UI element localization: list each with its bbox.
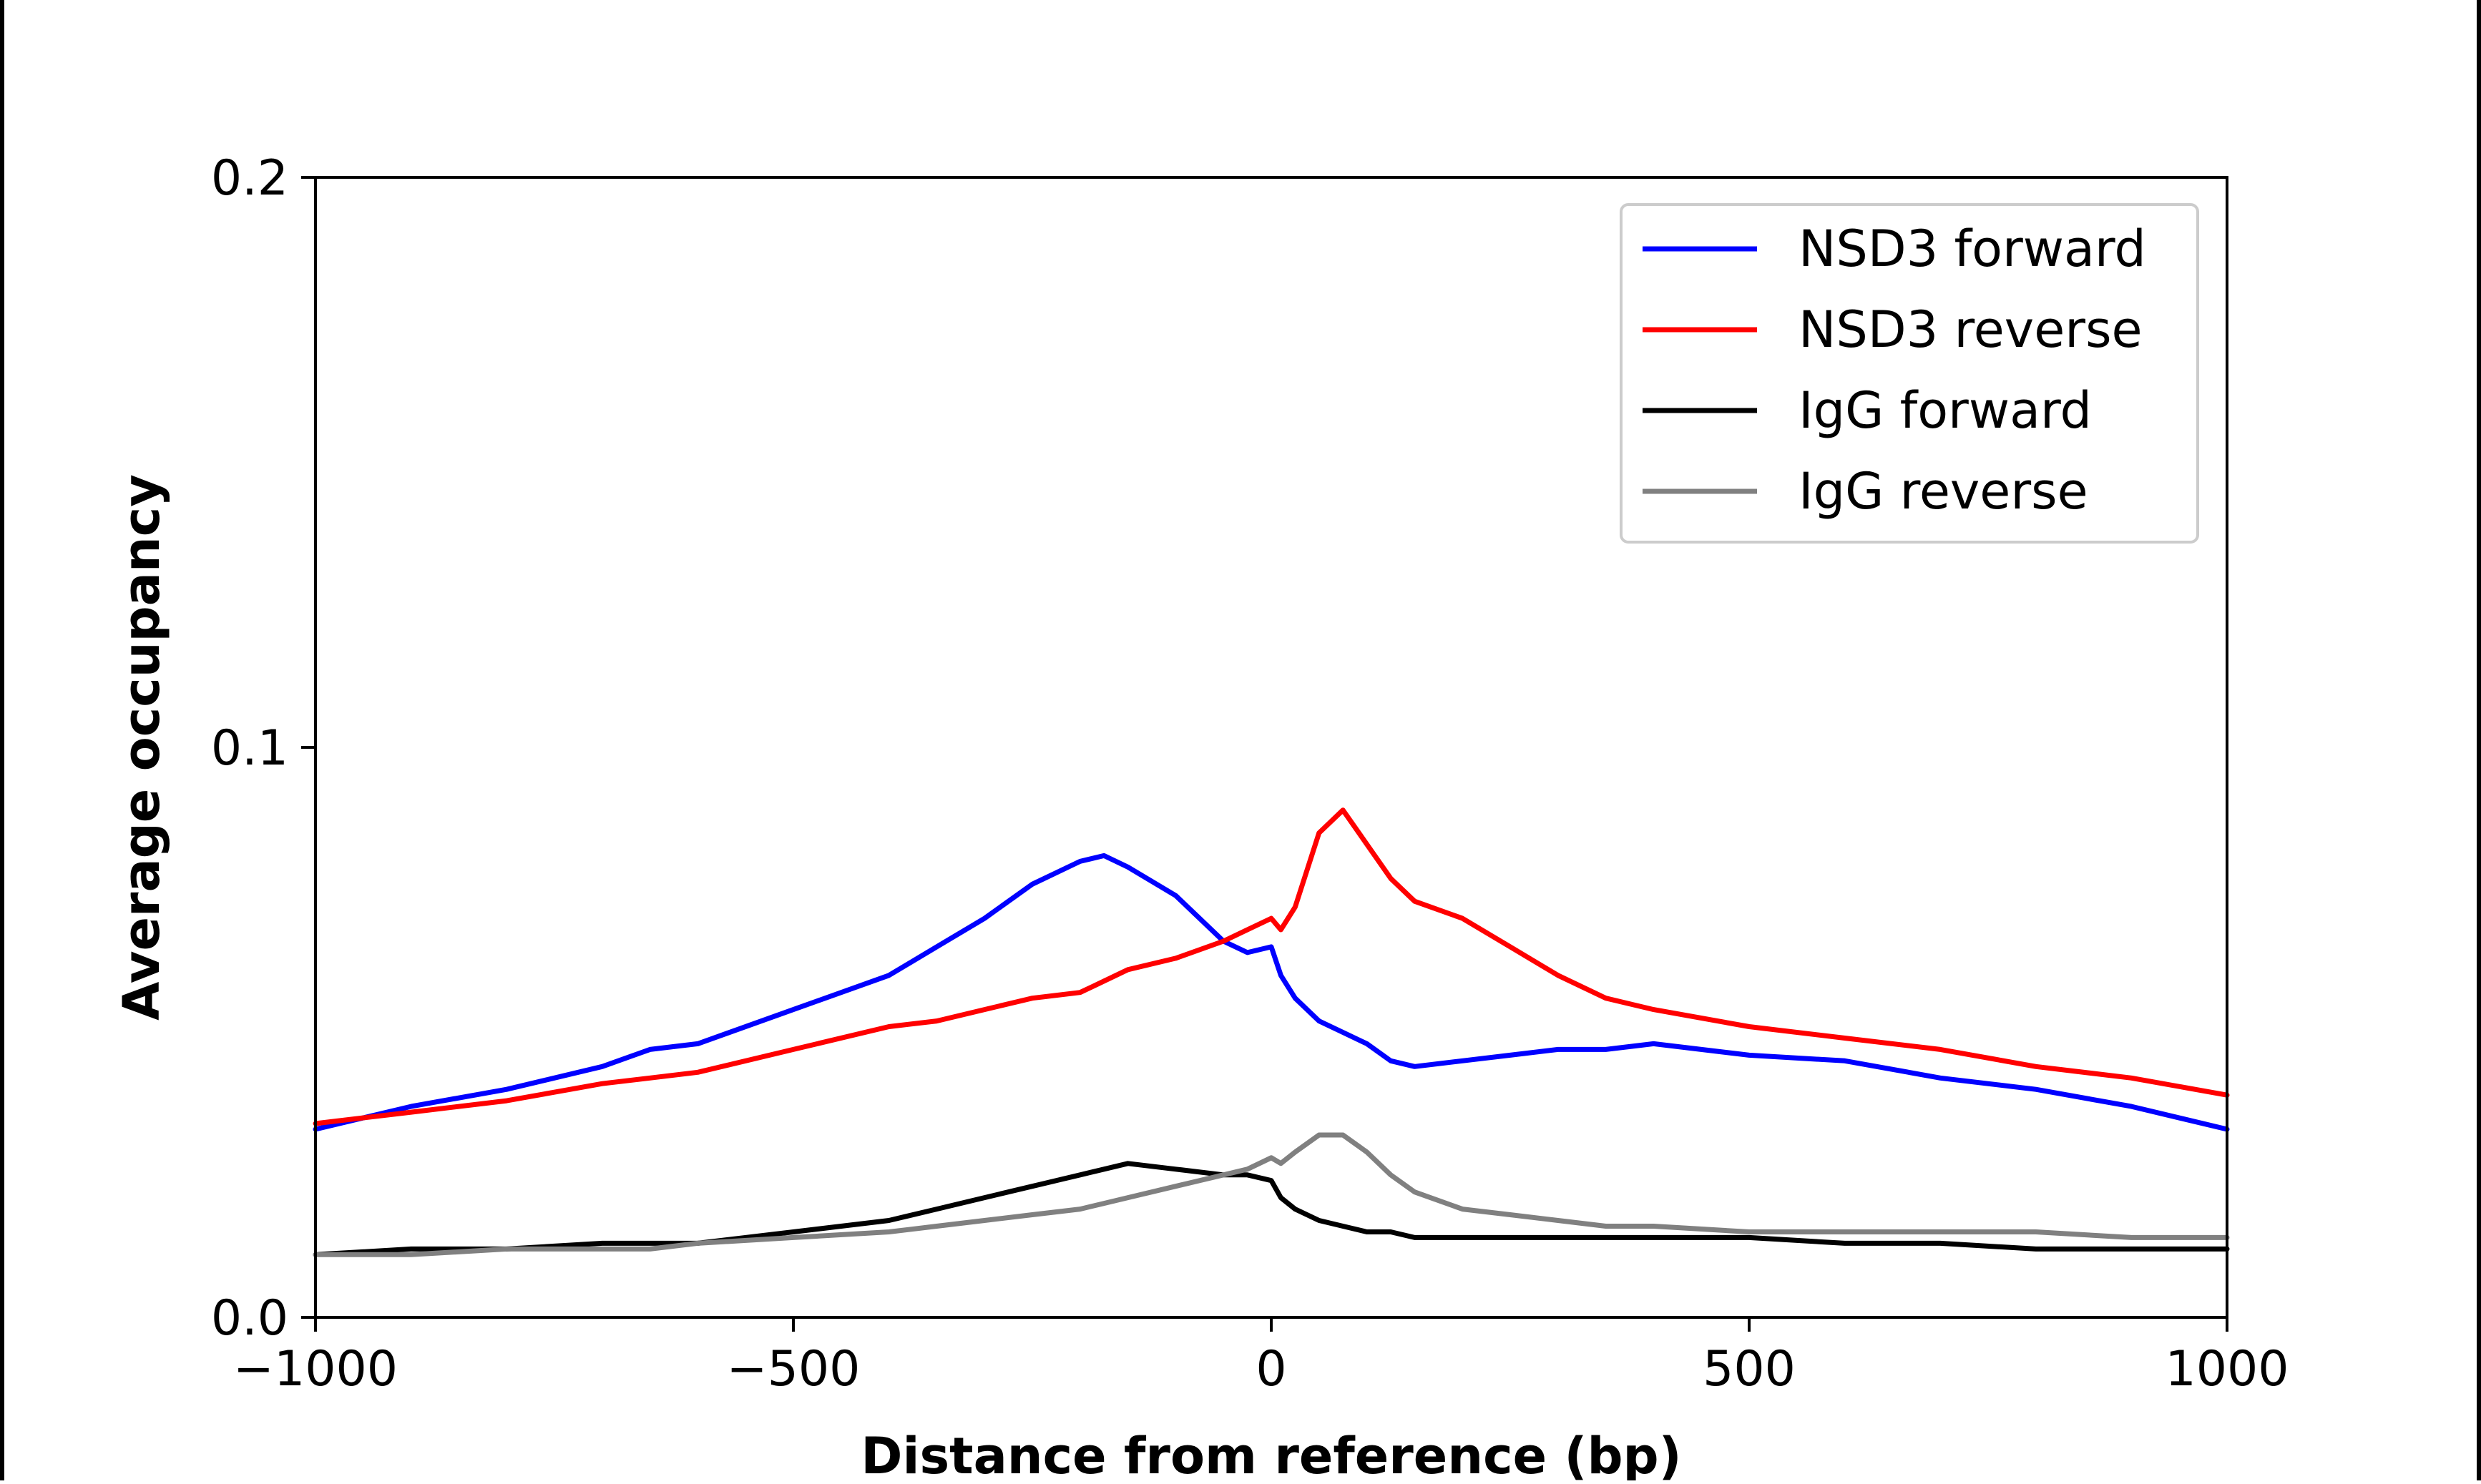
series-line-igg-reverse (313, 1132, 2230, 1257)
legend: NSD3 forward NSD3 reverse IgG forward IgG r… (1620, 203, 2199, 544)
legend-label-igg-reverse: IgG reverse (1799, 462, 2088, 521)
x-tick-label: −500 (727, 1341, 861, 1397)
left-border (0, 0, 4, 1480)
series-line-igg-forward (313, 1161, 2230, 1257)
x-tick-label: 500 (1703, 1341, 1796, 1397)
y-axis-label: Average occupancy (112, 474, 171, 1021)
x-tick-label: −1000 (233, 1341, 398, 1397)
right-border (2477, 0, 2481, 1480)
axis-ticks: −1000 −500 0 500 1000 0.0 0.1 0.2 (211, 150, 2289, 1397)
legend-entries: NSD3 forward NSD3 reverse IgG forward IgG r… (1643, 220, 2146, 521)
x-tick-label: 1000 (2165, 1341, 2289, 1397)
series-line-nsd3-reverse (313, 807, 2230, 1126)
legend-label-nsd3-forward: NSD3 forward (1799, 220, 2146, 278)
legend-label-nsd3-reverse: NSD3 reverse (1799, 300, 2143, 359)
legend-box (1620, 203, 2199, 544)
x-tick-label: 0 (1256, 1341, 1286, 1397)
series-line-nsd3-forward (313, 852, 2230, 1132)
series-layer (313, 807, 2230, 1257)
y-tick-label: 0.0 (211, 1290, 288, 1347)
legend-label-igg-forward: IgG forward (1799, 381, 2092, 440)
y-tick-label: 0.2 (211, 150, 288, 207)
y-tick-label: 0.1 (211, 720, 288, 777)
x-axis-label: Distance from reference (bp) (861, 1427, 1681, 1480)
